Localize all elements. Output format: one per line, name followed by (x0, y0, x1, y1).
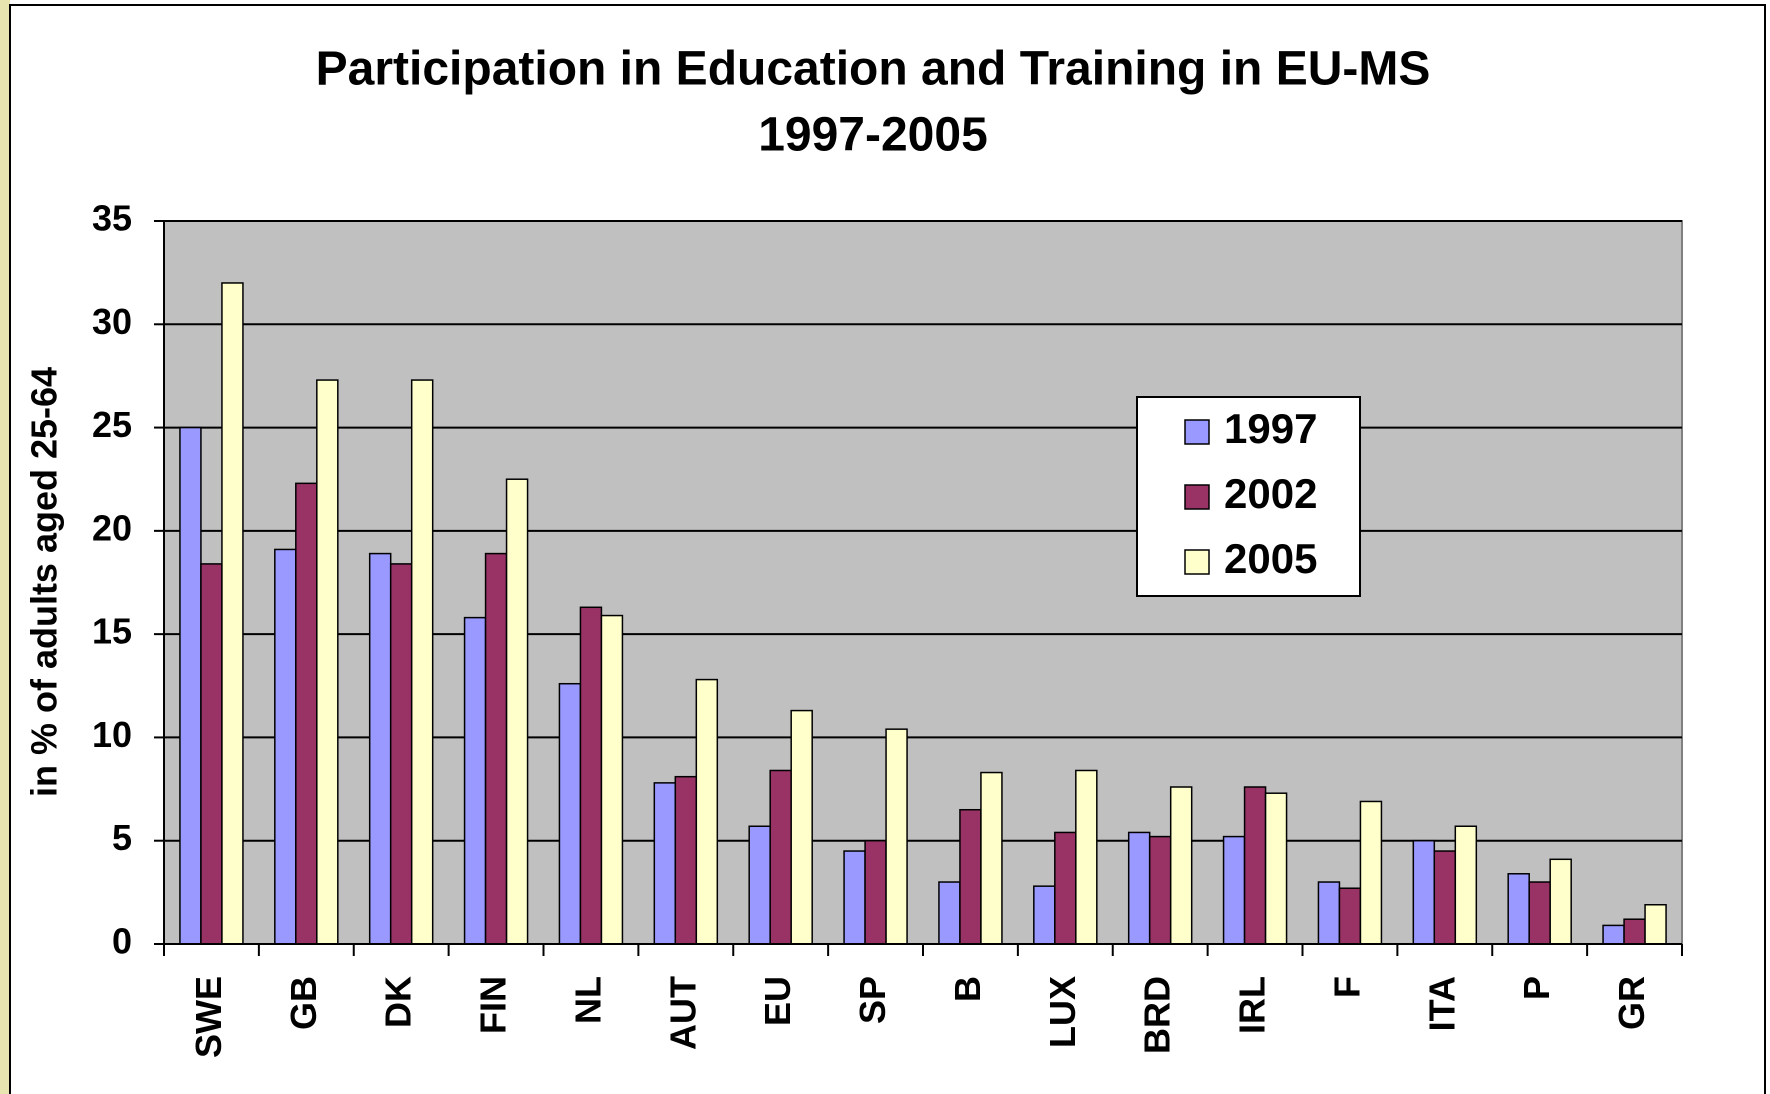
chart-subtitle: 1997-2005 (758, 109, 988, 162)
legend-box (1136, 396, 1361, 597)
bar (316, 379, 339, 945)
bar (843, 850, 866, 945)
x-tick-label: GB (283, 976, 324, 1030)
x-tick-label: P (1516, 976, 1557, 1000)
bar (885, 728, 908, 945)
bar (959, 808, 982, 945)
bar (410, 379, 434, 945)
x-tick-label: FIN (473, 976, 514, 1034)
bar (1222, 835, 1246, 945)
bar (695, 678, 719, 945)
y-tick-label: 5 (112, 817, 132, 858)
y-tick-label: 35 (92, 198, 132, 239)
y-tick-label: 10 (92, 714, 132, 755)
x-tick-label: EU (757, 976, 798, 1026)
bar (484, 552, 508, 945)
bar (653, 782, 677, 945)
bar (600, 614, 624, 945)
bar (1359, 800, 1383, 945)
bar (389, 563, 413, 945)
bar (179, 426, 202, 945)
x-tick-label: SP (852, 976, 893, 1024)
bar (1338, 887, 1362, 945)
bar (463, 616, 487, 945)
legend-label: 2005 (1224, 535, 1317, 582)
legend-label: 1997 (1224, 405, 1317, 452)
bar (1602, 924, 1625, 945)
bar (295, 482, 318, 945)
bar (1412, 839, 1436, 945)
bar (1433, 850, 1457, 945)
legend-label: 2002 (1224, 470, 1317, 517)
bar (1317, 881, 1341, 945)
y-tick-label: 0 (112, 921, 132, 962)
bar (1054, 831, 1077, 945)
bar (1454, 825, 1478, 945)
y-tick-label: 15 (92, 611, 132, 652)
bar (1528, 881, 1551, 945)
x-tick-label: LUX (1042, 976, 1083, 1048)
bar (790, 709, 813, 945)
bar (274, 548, 297, 945)
bar (1127, 831, 1151, 945)
bar (1549, 858, 1572, 945)
y-tick-label: 25 (92, 404, 132, 445)
bar (505, 478, 529, 945)
bar (1644, 904, 1667, 945)
bar (200, 563, 223, 945)
bar (221, 282, 244, 945)
bar (1243, 786, 1267, 945)
bar (980, 771, 1003, 945)
x-tick-label: SWE (188, 976, 229, 1058)
bar (558, 682, 582, 945)
bar (864, 839, 887, 945)
x-tick-label: B (947, 976, 988, 1002)
y-tick-label: 20 (92, 507, 132, 548)
chart-title: Participation in Education and Training … (316, 43, 1431, 96)
bar (674, 775, 698, 945)
bar (1075, 769, 1098, 945)
x-tick-label: ITA (1421, 976, 1462, 1031)
bar (1507, 873, 1530, 945)
x-tick-label: GR (1611, 976, 1652, 1030)
bar (368, 552, 392, 945)
frame (9, 4, 1766, 1094)
x-tick-label: NL (567, 976, 608, 1024)
bar (769, 769, 792, 945)
frame-strip (0, 0, 10, 1094)
legend-swatch (1184, 419, 1210, 445)
legend: 1997 2002 2005 (1136, 396, 1361, 597)
x-tick-label: AUT (662, 976, 703, 1050)
bar (579, 606, 603, 945)
x-tick-label: IRL (1232, 976, 1273, 1034)
x-tick-label: BRD (1137, 976, 1178, 1054)
y-axis-label: in % of adults aged 25-64 (24, 367, 65, 797)
bar (1623, 918, 1646, 945)
legend-swatch (1184, 484, 1210, 510)
legend-swatch (1184, 549, 1210, 575)
bar (938, 881, 961, 945)
y-tick-label: 30 (92, 301, 132, 342)
bar (1033, 885, 1056, 945)
bar (1169, 786, 1193, 945)
x-tick-label: DK (378, 976, 419, 1028)
bar (748, 825, 771, 945)
bar (1148, 835, 1172, 945)
x-tick-label: F (1326, 976, 1367, 998)
bar (1264, 792, 1288, 945)
